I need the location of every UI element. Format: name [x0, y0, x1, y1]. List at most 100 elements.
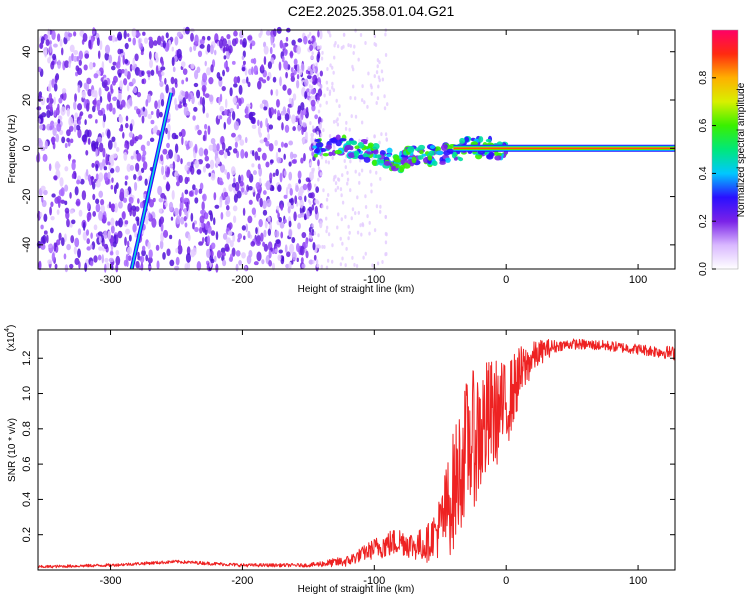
spectrogram-noise-cell: [298, 196, 303, 201]
spectrogram-noise-cell: [225, 210, 231, 218]
spectrogram-x-ticks: -300 -200 -100 0 100: [100, 30, 647, 286]
spectrogram-noise-cell: [267, 132, 270, 141]
spectrogram-noise-cell: [91, 89, 96, 98]
spectrogram-noise-cell: [106, 129, 111, 139]
spectrogram-noise-cell: [133, 181, 138, 192]
spectrogram-signal-cell: [374, 154, 382, 159]
spectrogram-noise-cell: [174, 143, 179, 154]
spectrogram-faint-cell: [336, 177, 340, 182]
spectrogram-y-axis-label: Frequency (Hz): [7, 115, 18, 184]
spectrogram-noise-cell: [68, 116, 74, 127]
spectrogram-noise-cell: [293, 58, 298, 66]
spectrogram-signal-cell: [335, 134, 341, 141]
spectrogram-noise-cell: [226, 171, 231, 180]
spectrogram-noise-cell: [95, 198, 100, 205]
spectrogram-noise-cell: [218, 76, 223, 81]
spectrogram-faint-cell: [323, 245, 326, 250]
spectrogram-noise-cell: [194, 197, 199, 204]
spectrogram-noise-cell: [274, 248, 278, 253]
spectrogram-noise-cell: [272, 172, 276, 177]
spectrogram-noise-cell: [279, 172, 283, 183]
spectrogram-noise-cell: [221, 85, 226, 92]
spectrogram-noise-cell: [161, 60, 165, 67]
spectrogram-noise-cell: [283, 49, 288, 56]
spectrogram-noise-cell: [69, 192, 72, 199]
spectrogram-noise-cell: [115, 182, 119, 190]
spectrogram-noise-cell: [231, 111, 236, 121]
spectrogram-noise-cell: [116, 98, 120, 109]
spectrogram-noise-cell: [208, 172, 212, 177]
spectrogram-signal-cell: [386, 154, 392, 158]
spectrogram-noise-cell: [43, 189, 48, 196]
spectrogram-noise-cell: [196, 261, 202, 271]
spectrogram-noise-cell: [280, 204, 283, 210]
spectrogram-faint-cell: [368, 231, 371, 236]
spectrogram-noise-cell: [184, 207, 187, 216]
spectrogram-noise-cell: [83, 82, 88, 90]
colorbar-ticks: 0.0 0.2 0.4 0.6 0.8: [698, 70, 716, 276]
spectrogram-noise-cell: [110, 65, 116, 71]
spectrogram-noise-cell: [124, 122, 129, 129]
spectrogram-noise-cell: [208, 94, 214, 103]
spectrogram-y-tick-label: -20: [21, 189, 33, 205]
spectrogram-noise-cell: [247, 185, 253, 191]
spectrogram-noise-cell: [270, 89, 273, 96]
spectrogram-noise-cell: [182, 97, 187, 106]
spectrogram-noise-cell: [268, 124, 274, 130]
spectrogram-noise-cell: [297, 109, 301, 115]
spectrogram-noise-cell: [75, 198, 81, 207]
spectrogram-noise-cell: [298, 186, 304, 196]
spectrogram-noise-cell: [98, 190, 104, 198]
spectrogram-faint-cell: [361, 222, 364, 227]
spectrogram-noise-cell: [181, 79, 185, 85]
spectrogram-noise-cell: [105, 153, 109, 163]
spectrogram-noise-cell: [86, 246, 91, 251]
spectrogram-faint-cell: [315, 260, 319, 265]
spectrogram-faint-cell: [375, 70, 379, 75]
spectrogram-faint-cell: [364, 204, 368, 209]
spectrogram-noise-cell: [98, 210, 103, 221]
spectrogram-noise-cell: [314, 114, 319, 120]
spectrogram-noise-cell: [300, 63, 305, 73]
spectrogram-noise-cell: [203, 148, 209, 156]
spectrogram-noise-cell: [118, 201, 123, 209]
spectrogram-noise-cell: [96, 37, 100, 46]
spectrogram-noise-cell: [178, 238, 182, 249]
spectrogram-noise-cell: [287, 183, 292, 190]
spectrogram-noise-cell: [120, 69, 126, 74]
spectrogram-noise-cell: [85, 229, 90, 236]
spectrogram-noise-cell: [124, 220, 129, 225]
spectrogram-noise-cell: [277, 116, 282, 121]
spectrogram-noise-cell: [260, 64, 264, 71]
spectrogram-noise-cell: [107, 230, 112, 240]
spectrogram-noise-cell: [233, 30, 238, 37]
spectrogram-noise-cell: [214, 255, 217, 263]
spectrogram-noise-cell: [280, 141, 285, 148]
spectrogram-faint-cell: [329, 63, 332, 68]
spectrogram-faint-cell: [373, 134, 376, 139]
spectrogram-noise-cell: [281, 122, 284, 131]
spectrogram-faint-cell: [313, 68, 316, 73]
spectrogram-noise-cell: [197, 129, 202, 136]
spectrogram-faint-cell: [309, 97, 312, 102]
spectrogram-noise-cell: [163, 229, 169, 238]
spectrogram-signal-cell: [347, 152, 356, 158]
spectrogram-noise-cell: [154, 100, 158, 110]
spectrogram-noise-cell: [224, 200, 228, 206]
spectrogram-noise-cell: [167, 149, 173, 159]
spectrogram-noise-cell: [233, 76, 238, 84]
spectrogram-noise-cell: [201, 201, 205, 211]
spectrogram-noise-cell: [288, 229, 293, 238]
spectrogram-noise-cell: [120, 99, 126, 108]
spectrogram-noise-cell: [222, 69, 225, 77]
spectrogram-noise-cell: [289, 151, 294, 160]
spectrogram-noise-cell: [184, 189, 189, 195]
spectrogram-signal-cell: [458, 157, 464, 162]
spectrogram-noise-cell: [202, 193, 207, 202]
spectrogram-noise-cell: [314, 205, 318, 215]
spectrogram-noise-cell: [121, 211, 126, 220]
snr-panel: -300 -200 -100 0 100 0.2 0.4 0.6 0.8 1.0 1.2 Heig…: [4, 325, 676, 595]
snr-y-tick-label: 0.6: [21, 456, 33, 471]
spectrogram-faint-cell: [325, 216, 328, 221]
spectrogram-noise-cell: [115, 249, 120, 256]
